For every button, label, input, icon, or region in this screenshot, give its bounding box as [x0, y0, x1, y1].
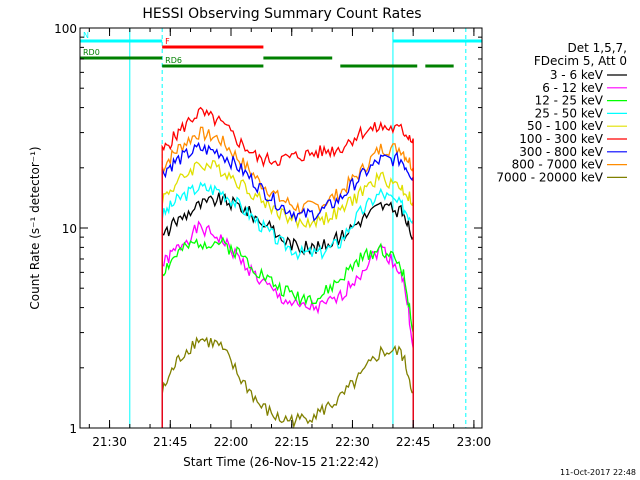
x-tick-label: 22:30	[335, 435, 370, 449]
x-tick-label: 21:45	[153, 435, 188, 449]
x-axis-label: Start Time (26-Nov-15 21:22:42)	[183, 455, 379, 469]
x-axis: 21:30 21:45 22:00 22:15 22:30 22:45 23:00	[88, 28, 492, 449]
x-tick-label: 21:30	[92, 435, 127, 449]
series-line-800-7000keV	[161, 126, 414, 428]
plot-area: N F RD0 RD6	[80, 28, 482, 430]
status-flag-label: N	[83, 31, 89, 40]
series-line-100-300keV	[161, 106, 414, 428]
timestamp: 11-Oct-2017 22:48	[560, 468, 636, 477]
legend-header-line-2: FDecim 5, Att 0	[534, 54, 627, 68]
x-tick-label: 22:45	[396, 435, 431, 449]
chart-title: HESSI Observing Summary Count Rates	[142, 6, 421, 22]
y-axis-label: Count Rate (s⁻¹ detector⁻¹)	[28, 146, 42, 309]
x-tick-label: 22:00	[214, 435, 249, 449]
series-line-300-800keV	[161, 141, 414, 428]
legend-header-line-1: Det 1,5,7,	[568, 41, 628, 55]
legend-entry-label: 800 - 7000 keV	[512, 158, 604, 172]
legend-entry-label: 300 - 800 keV	[519, 145, 603, 159]
series-line-3-6keV	[161, 192, 414, 428]
series-line-50-100keV	[161, 159, 414, 428]
legend-entry-label: 6 - 12 keV	[542, 81, 604, 95]
legend-entry-label: 7000 - 20000 keV	[496, 170, 603, 184]
legend-entry-label: 12 - 25 keV	[535, 94, 604, 108]
series-line-6-12keV	[161, 220, 414, 428]
series-line-25-50keV	[161, 181, 414, 428]
legend-entry-label: 25 - 50 keV	[535, 106, 604, 120]
legend-entry-label: 100 - 300 keV	[519, 132, 603, 146]
y-axis: 1 10 100	[54, 22, 482, 436]
plot-frame	[79, 27, 483, 429]
y-tick-label: 10	[62, 222, 77, 236]
y-tick-label: 1	[69, 422, 77, 436]
status-flag-label: RD0	[83, 48, 100, 57]
series-line-7000-20000keV	[161, 336, 414, 430]
x-tick-label: 22:15	[274, 435, 309, 449]
status-flag-label: RD6	[165, 56, 182, 65]
status-flag-label: F	[165, 37, 170, 46]
x-tick-label: 23:00	[457, 435, 492, 449]
series-line-12-25keV	[161, 236, 414, 428]
legend-entry-label: 3 - 6 keV	[550, 68, 604, 82]
legend-entry-label: 50 - 100 keV	[527, 119, 604, 133]
y-tick-label: 100	[54, 22, 77, 36]
